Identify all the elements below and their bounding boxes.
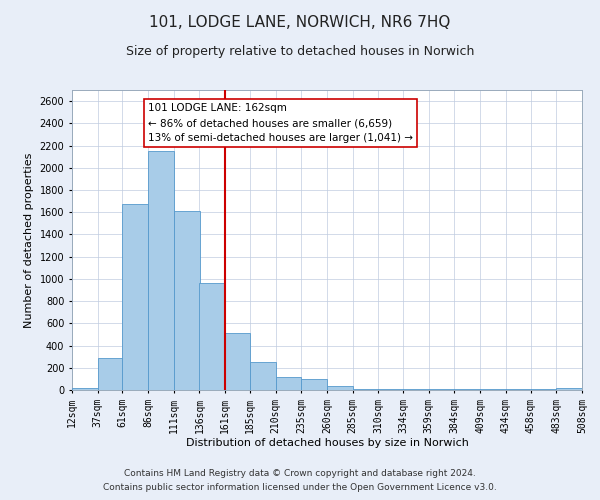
- Text: Size of property relative to detached houses in Norwich: Size of property relative to detached ho…: [126, 45, 474, 58]
- Bar: [225, 334, 250, 390]
- Bar: [199, 284, 225, 390]
- Y-axis label: Number of detached properties: Number of detached properties: [24, 152, 34, 328]
- Bar: [148, 151, 174, 390]
- Bar: [174, 211, 199, 390]
- Bar: [122, 204, 148, 390]
- Text: Contains HM Land Registry data © Crown copyright and database right 2024.: Contains HM Land Registry data © Crown c…: [124, 468, 476, 477]
- Text: 101 LODGE LANE: 162sqm
← 86% of detached houses are smaller (6,659)
13% of semi-: 101 LODGE LANE: 162sqm ← 86% of detached…: [148, 104, 413, 143]
- Bar: [327, 386, 353, 390]
- Bar: [98, 358, 122, 390]
- Bar: [72, 388, 98, 390]
- X-axis label: Distribution of detached houses by size in Norwich: Distribution of detached houses by size …: [185, 438, 469, 448]
- Text: Contains public sector information licensed under the Open Government Licence v3: Contains public sector information licen…: [103, 484, 497, 492]
- Text: 101, LODGE LANE, NORWICH, NR6 7HQ: 101, LODGE LANE, NORWICH, NR6 7HQ: [149, 15, 451, 30]
- Bar: [301, 380, 327, 390]
- Bar: [250, 362, 275, 390]
- Bar: [556, 388, 582, 390]
- Bar: [275, 376, 301, 390]
